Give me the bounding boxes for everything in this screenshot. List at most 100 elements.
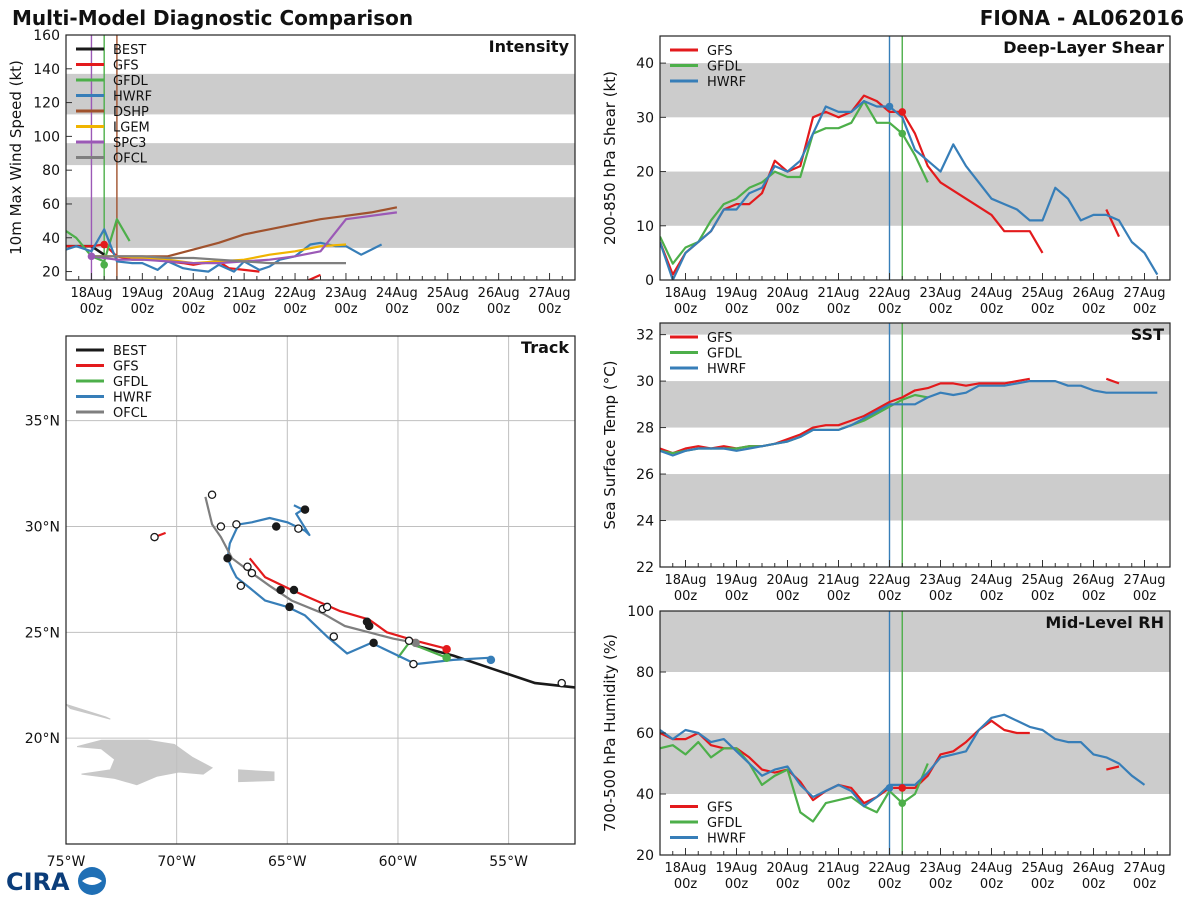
y-tick-label: 160 [33, 28, 60, 44]
y-tick-label: 25°N [25, 625, 60, 641]
analysis-point [898, 799, 907, 807]
x-tick-date: 24Aug [971, 573, 1013, 588]
x-tick-label: 60°W [379, 854, 418, 870]
series-gfdl [660, 741, 929, 823]
x-tick-date: 22Aug [274, 286, 316, 301]
y-tick-label: 24 [636, 514, 654, 530]
y-tick-label: 26 [636, 467, 654, 483]
y-tick-label: 120 [33, 96, 60, 112]
track-point [223, 554, 232, 563]
land-hispaniola [76, 739, 214, 786]
x-tick-date: 20Aug [172, 286, 214, 301]
track-point [442, 645, 451, 654]
track-point [409, 659, 418, 669]
cira-logo: CIRA [6, 867, 106, 896]
y-tick-label: 80 [42, 163, 60, 179]
track-point [271, 522, 281, 531]
y-axis-label: 10m Max Wind Speed (kt) [7, 60, 25, 255]
track-point [285, 602, 294, 612]
legend-label: GFDL [707, 816, 743, 831]
legend-label: GFDL [113, 74, 149, 89]
x-tick-date: 25Aug [1022, 573, 1064, 588]
shaded-band [660, 63, 1170, 118]
land-puerto-rico [238, 769, 275, 783]
y-tick-label: 20 [636, 165, 654, 181]
legend-label: HWRF [113, 90, 152, 105]
y-tick-label: 140 [33, 62, 60, 78]
analysis-point [898, 784, 907, 792]
legend-label: GFS [707, 331, 733, 346]
x-tick-date: 19Aug [716, 573, 758, 588]
x-tick-date: 21Aug [223, 286, 265, 301]
panel-sst: 18Aug00z19Aug00z20Aug00z21Aug00z22Aug00z… [601, 322, 1171, 604]
x-tick-date: 19Aug [121, 286, 163, 301]
x-tick-hour: 00z [1082, 877, 1106, 892]
shaded-band [660, 474, 1170, 521]
track-point [207, 490, 217, 499]
series-gfs [660, 377, 1030, 455]
x-tick-hour: 00z [725, 589, 749, 604]
x-tick-hour: 00z [776, 877, 800, 892]
track-point [247, 568, 257, 578]
series-ofcl [91, 255, 346, 265]
x-tick-date: 19Aug [716, 861, 758, 876]
legend-label: GFS [113, 59, 139, 74]
x-tick-date: 25Aug [1022, 286, 1064, 301]
x-tick-date: 21Aug [818, 861, 860, 876]
track-gfdl [397, 641, 448, 659]
plot-frame [659, 610, 1171, 856]
x-tick-hour: 00z [827, 589, 851, 604]
y-tick-label: 30 [636, 374, 654, 390]
y-tick-label: 35°N [25, 414, 60, 430]
x-tick-date: 24Aug [971, 861, 1013, 876]
x-tick-date: 18Aug [665, 286, 707, 301]
shaded-band [660, 611, 1170, 672]
x-tick-hour: 00z [827, 302, 851, 317]
x-tick-date: 23Aug [325, 286, 367, 301]
legend-label: GFS [707, 801, 733, 816]
x-tick-label: 70°W [157, 854, 196, 870]
x-tick-date: 26Aug [1073, 286, 1115, 301]
x-tick-hour: 00z [182, 302, 206, 317]
track-point [150, 532, 159, 542]
x-tick-hour: 00z [1082, 589, 1106, 604]
track-point [329, 632, 339, 641]
x-tick-hour: 00z [1031, 302, 1055, 317]
cira-logo-text: CIRA [6, 868, 70, 896]
x-tick-date: 20Aug [767, 286, 809, 301]
legend-label: HWRF [707, 75, 746, 90]
x-tick-hour: 00z [929, 589, 953, 604]
x-tick-hour: 00z [674, 302, 698, 317]
track-ofcl [204, 496, 416, 644]
x-tick-date: 27Aug [1124, 286, 1166, 301]
x-tick-hour: 00z [385, 302, 409, 317]
x-tick-hour: 00z [980, 877, 1004, 892]
y-tick-label: 0 [645, 273, 654, 289]
y-tick-label: 22 [636, 560, 654, 576]
x-tick-hour: 00z [1133, 589, 1157, 604]
plot-area [660, 323, 1170, 567]
land-bahamas [66, 703, 111, 720]
plot-area [66, 35, 575, 280]
legend-label: OFCL [113, 152, 148, 167]
y-tick-label: 30°N [25, 520, 60, 536]
x-tick-hour: 00z [131, 302, 155, 317]
track-point [294, 524, 303, 533]
x-tick-date: 27Aug [1124, 573, 1166, 588]
x-tick-date: 24Aug [376, 286, 418, 301]
legend-label: SPC3 [113, 136, 146, 151]
x-tick-hour: 00z [980, 589, 1004, 604]
x-tick-label: 65°W [268, 854, 307, 870]
x-tick-label: 75°W [47, 854, 86, 870]
y-tick-label: 20 [636, 848, 654, 864]
x-tick-date: 23Aug [920, 861, 962, 876]
x-tick-date: 22Aug [869, 861, 911, 876]
x-tick-date: 18Aug [665, 861, 707, 876]
analysis-point [885, 784, 894, 792]
track-point [557, 678, 566, 688]
x-tick-hour: 00z [674, 589, 698, 604]
x-tick-date: 25Aug [1022, 861, 1064, 876]
x-tick-label: 55°W [489, 854, 528, 870]
x-tick-date: 26Aug [1073, 861, 1115, 876]
